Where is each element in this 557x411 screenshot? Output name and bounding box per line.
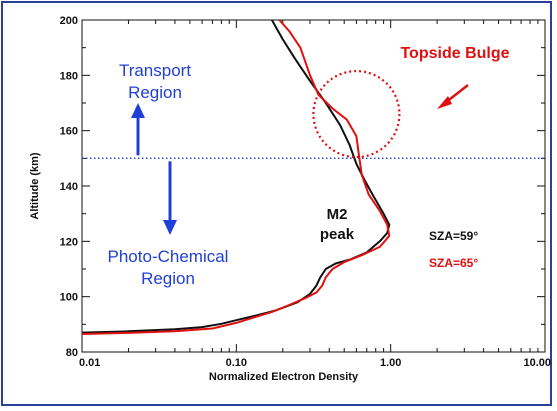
- y-tick-label: 200: [60, 15, 78, 27]
- transport-region-label-line1: Transport: [119, 61, 191, 80]
- topside-bulge-circle: [312, 69, 401, 159]
- legend-entry-sza65: SZA=65°: [429, 256, 478, 270]
- y-tick-label: 160: [60, 126, 78, 138]
- legend-entry-sza59: SZA=59°: [429, 229, 478, 243]
- x-axis-label: Normalized Electron Density: [209, 371, 359, 383]
- x-tick-label: 10.00: [523, 357, 551, 369]
- figure-frame: [1, 1, 552, 406]
- series-line-sza65: [82, 20, 391, 335]
- transport-region-label-line2: Region: [128, 83, 182, 102]
- transport-arrowhead: [131, 103, 145, 118]
- y-axis-label: Altitude (km): [29, 152, 41, 220]
- y-tick-label: 100: [60, 292, 78, 304]
- x-tick-label: 0.10: [226, 357, 247, 369]
- topside-bulge-arrowhead: [437, 96, 452, 109]
- m2-peak-label-line2: peak: [320, 226, 355, 243]
- y-tick-label: 80: [66, 347, 78, 359]
- x-tick-label: 0.01: [79, 357, 100, 369]
- photochemical-region-label-line1: Photo-Chemical: [108, 247, 229, 266]
- topside-bulge-label: Topside Bulge: [400, 45, 509, 62]
- photochemical-region-label-line2: Region: [141, 269, 195, 288]
- x-tick-label: 1.00: [380, 357, 401, 369]
- y-tick-label: 120: [60, 236, 78, 248]
- y-tick-label: 180: [60, 70, 78, 82]
- y-tick-label: 140: [60, 181, 78, 193]
- m2-peak-label-line1: M2: [327, 206, 348, 223]
- photochem-arrowhead: [163, 220, 177, 235]
